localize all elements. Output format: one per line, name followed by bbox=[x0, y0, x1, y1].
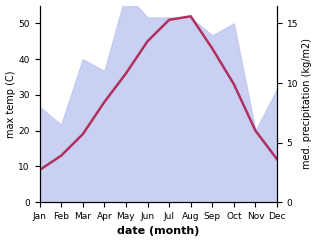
X-axis label: date (month): date (month) bbox=[117, 227, 199, 236]
Y-axis label: med. precipitation (kg/m2): med. precipitation (kg/m2) bbox=[302, 38, 313, 169]
Y-axis label: max temp (C): max temp (C) bbox=[5, 70, 16, 138]
